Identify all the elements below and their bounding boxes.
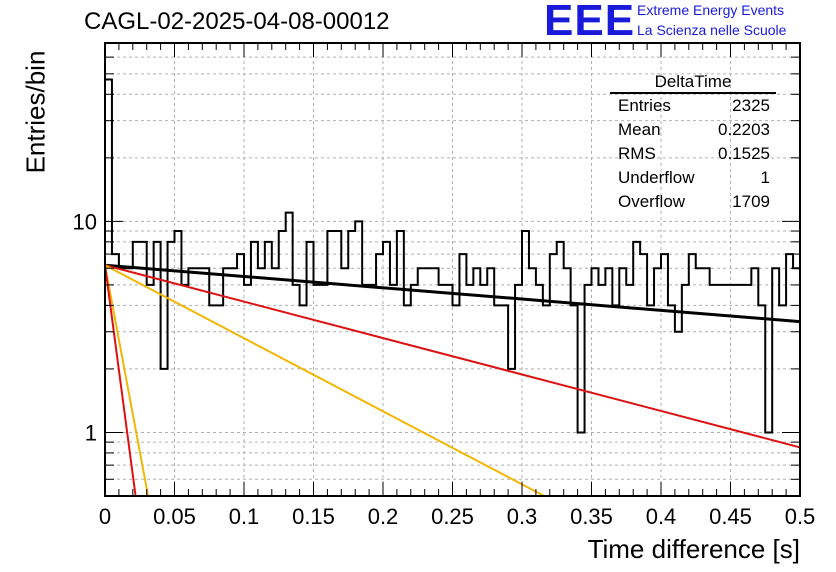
- stats-row-mean: Mean 0.2203: [610, 118, 776, 142]
- stats-box: DeltaTime Entries 2325 Mean 0.2203 RMS 0.15…: [610, 72, 776, 214]
- stats-label: Entries: [618, 96, 671, 115]
- x-tick-label: 0.05: [153, 504, 196, 529]
- stats-label: Overflow: [618, 192, 686, 211]
- logo-line-2: La Scienza nelle Scuole: [637, 22, 787, 38]
- x-tick-label: 0.1: [229, 504, 260, 529]
- x-tick-label: 0.2: [368, 504, 399, 529]
- stats-row-overflow: Overflow 1709: [610, 190, 776, 214]
- x-tick-label: 0.15: [292, 504, 335, 529]
- y-tick-label: 1: [85, 420, 97, 445]
- fit-line-red: [105, 265, 137, 496]
- stats-value: 1709: [732, 192, 770, 211]
- stats-label: Mean: [618, 120, 661, 139]
- y-axis-label: Entries/bin: [20, 50, 51, 174]
- histogram-outline: [105, 78, 800, 496]
- eee-logo: EEE: [544, 0, 636, 45]
- stats-title: DeltaTime: [610, 72, 776, 94]
- stats-value: 1: [760, 168, 770, 187]
- y-tick-label: 10: [73, 209, 97, 234]
- stats-value: 2325: [732, 96, 770, 115]
- x-tick-label: 0.35: [570, 504, 613, 529]
- stats-row-entries: Entries 2325: [610, 94, 776, 118]
- x-tick-label: 0: [99, 504, 111, 529]
- x-tick-label: 0.5: [785, 504, 816, 529]
- stats-row-rms: RMS 0.1525: [610, 142, 776, 166]
- stats-value: 0.1525: [718, 144, 770, 163]
- x-tick-label: 0.4: [646, 504, 677, 529]
- x-axis-label: Time difference [s]: [587, 534, 800, 564]
- stats-value: 0.2203: [718, 120, 770, 139]
- fit-line-yellow: [105, 265, 150, 496]
- chart-title: CAGL-02-2025-04-08-00012: [84, 8, 390, 35]
- x-tick-label: 0.3: [507, 504, 538, 529]
- fit-line-yellow: [105, 264, 545, 496]
- fit-line-red: [105, 264, 800, 449]
- stats-label: Underflow: [618, 168, 695, 187]
- x-tick-label: 0.45: [709, 504, 752, 529]
- stats-row-underflow: Underflow 1: [610, 166, 776, 190]
- logo-line-1: Extreme Energy Events: [637, 2, 785, 18]
- stats-label: RMS: [618, 144, 656, 163]
- fit-line-black: [105, 263, 800, 324]
- x-tick-label: 0.25: [431, 504, 474, 529]
